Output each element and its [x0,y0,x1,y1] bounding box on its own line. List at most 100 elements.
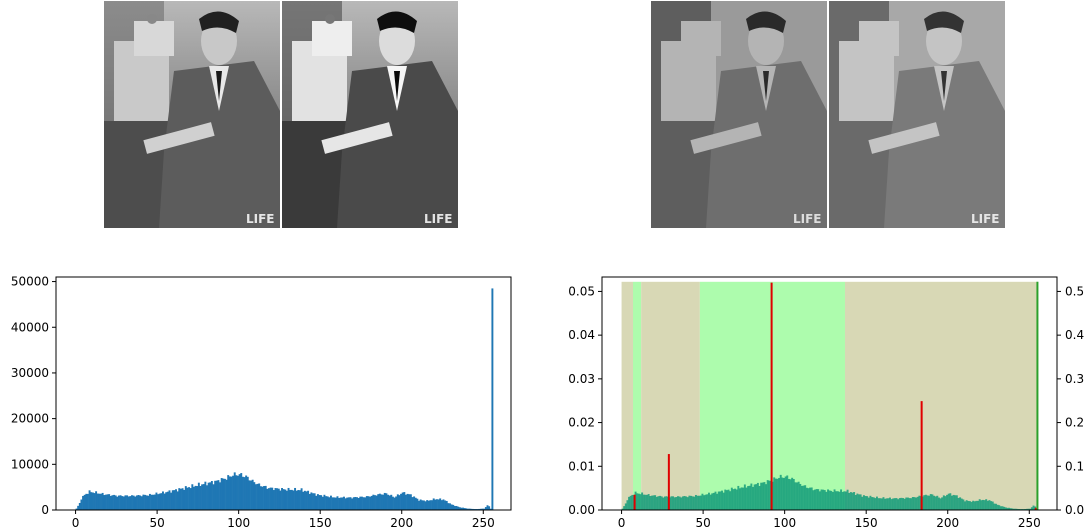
histogram-bar [434,499,437,510]
histogram-bar [892,498,895,510]
histogram-bar [781,477,784,510]
histogram-bar [344,498,347,510]
histogram-bar [1027,508,1030,510]
histogram-bar [375,495,378,510]
y-tick-label: 0.04 [568,328,595,342]
histogram-bar [960,498,963,510]
histogram-bar [447,503,450,510]
histogram-bar [957,497,960,510]
histogram-bar [949,493,952,510]
histogram-bar [973,501,976,510]
histogram-bar [649,496,652,510]
histogram-bar [1006,507,1009,510]
histogram-bar [727,489,730,510]
histogram-bar [217,480,220,510]
histogram-bar [119,495,122,510]
histogram-bar [1032,505,1035,510]
histogram-bar [688,495,691,510]
histogram-bar [996,504,999,510]
histogram-bar [952,494,955,510]
histogram-bar [841,491,844,510]
histogram-bar [835,491,838,510]
threshold-band [641,281,700,510]
histogram-bar [250,480,252,510]
y-tick-label: 40000 [11,320,49,334]
x-tick-label: 0 [618,516,626,530]
histogram-bar [641,492,644,510]
histogram-bar [913,497,916,510]
histogram-bar [153,494,156,510]
histogram-bar [887,498,890,510]
histogram-bar [753,484,756,510]
histogram-bar [701,493,704,510]
histogram-bar [654,495,657,510]
histogram-bar [380,494,383,510]
histogram-bar [694,494,697,510]
histogram-bar [763,482,766,510]
histogram-bar [360,496,363,510]
histogram-bar [990,501,993,510]
histogram-bar [937,497,940,510]
histogram-bar [338,497,341,510]
histogram-bar [393,497,396,510]
histogram-bar [693,496,696,510]
histogram-bar [704,494,707,510]
histogram-bar [349,497,352,510]
histogram-bar [662,497,665,510]
histogram-bar [199,486,202,510]
histogram-bar [372,494,375,510]
histogram-bar [481,508,484,510]
histogram-bar [678,496,681,510]
histogram-bar [256,483,259,510]
histogram-bar [253,482,256,510]
histogram-bar [810,487,813,510]
histogram-bar [717,491,720,510]
histogram-bar [145,495,148,510]
histogram-bar [122,496,125,510]
histogram-bar [445,500,448,510]
histogram-bar [680,497,683,510]
histogram-bar [276,488,279,510]
histogram-bar [406,493,409,510]
histogram-bar [411,497,414,510]
histogram-bar [783,478,785,510]
histogram-bar [838,491,841,510]
histogram-bar [139,495,142,510]
histogram-bar [977,500,980,510]
histogram-bar [491,288,494,510]
histogram-bar [765,484,768,510]
histogram-bar [470,508,473,510]
histogram-bar [730,487,733,510]
histogram-bar [677,496,679,510]
histogram-bar [98,493,101,510]
histogram-bar [207,482,210,510]
histogram-bar [796,482,798,510]
histogram-bar [665,496,668,510]
histogram-bar [843,491,846,510]
histogram-bar [409,494,412,510]
histogram-bar [129,496,132,510]
histogram-bar [779,474,782,510]
histogram-bar [910,498,913,510]
histogram-bar [388,495,391,510]
y-tick-label: 0.01 [568,459,595,473]
histogram-bar [871,497,874,510]
histogram-bar [800,485,803,510]
histogram-bar [403,492,406,510]
histogram-bar [176,491,179,510]
histogram-bar [385,493,388,510]
histogram-bar [636,493,639,510]
histogram-bar [908,498,911,510]
histogram-bar [281,488,283,510]
histogram-bar [1003,506,1006,510]
histogram-bar [290,489,293,510]
histogram-bar [100,493,102,510]
y-tick-label: 0 [41,503,49,517]
histogram-bar [83,494,86,510]
histogram-bar [981,499,984,510]
histogram-bar [320,495,323,510]
histogram-bar [175,489,177,510]
histogram-bar [738,488,741,510]
histogram-bar [356,497,359,510]
histogram-bar [879,498,882,510]
